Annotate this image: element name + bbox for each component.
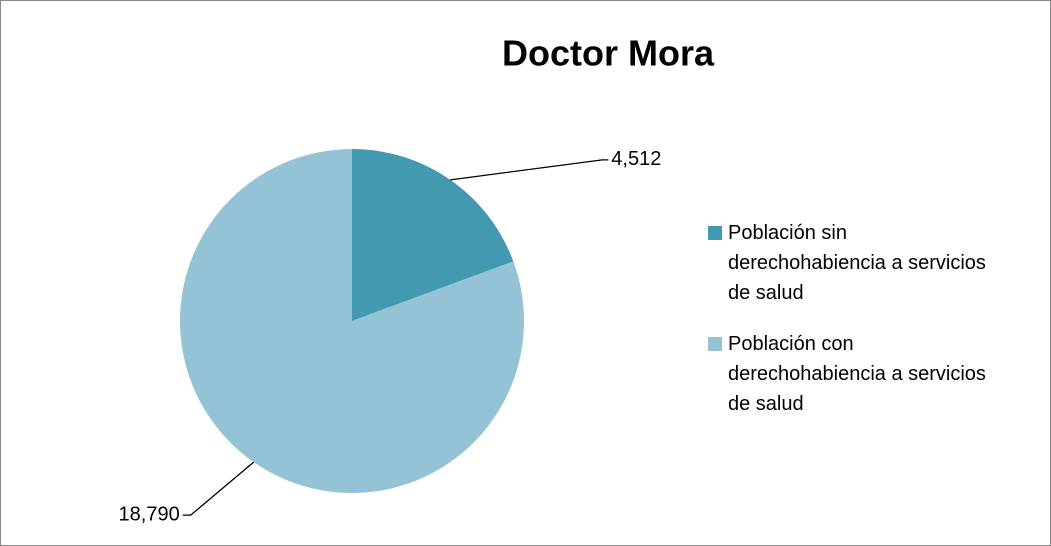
legend-label: Población con derechohabiencia a servici…: [728, 333, 986, 415]
chart-title: Doctor Mora: [502, 33, 715, 74]
data-label: 4,512: [611, 148, 661, 170]
pie-slice: [352, 149, 514, 321]
pie-slice: [179, 149, 524, 493]
leader-line: [450, 159, 609, 181]
legend-swatch: [708, 226, 722, 240]
legend-swatch: [708, 337, 722, 351]
data-label: 18,790: [119, 503, 180, 525]
leader-line: [182, 461, 255, 516]
legend-label: Población sin derechohabiencia a servici…: [728, 222, 986, 304]
